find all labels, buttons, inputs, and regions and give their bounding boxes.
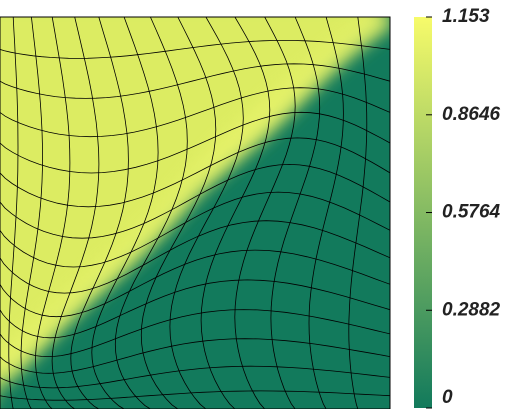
mesh-line xyxy=(0,111,390,174)
mesh-line xyxy=(0,309,390,358)
mesh-line xyxy=(270,17,321,409)
mesh-line xyxy=(51,17,100,409)
mesh-line xyxy=(140,17,217,409)
mesh-line xyxy=(91,17,159,409)
mesh-line xyxy=(348,17,368,409)
mesh-line xyxy=(0,365,390,389)
colorbar-ticks: 0 0.2882 0.5764 0.8646 1.153 xyxy=(426,6,501,409)
mesh-line xyxy=(0,249,390,318)
mesh-line xyxy=(0,137,390,208)
colorbar-tick-label: 0.5764 xyxy=(442,202,501,223)
mesh xyxy=(0,17,390,409)
mesh-line xyxy=(169,17,244,409)
mesh-line xyxy=(0,163,390,239)
mesh-line xyxy=(0,220,390,294)
field-band xyxy=(0,17,390,385)
mesh-line xyxy=(0,191,390,268)
mesh-line xyxy=(8,17,19,409)
mesh-line xyxy=(114,17,188,409)
mesh-line xyxy=(0,87,390,138)
field xyxy=(0,17,390,409)
mesh-line xyxy=(234,17,296,409)
colorbar-tick-label: 0.2882 xyxy=(442,299,501,320)
mesh-line xyxy=(0,279,390,339)
mesh-line xyxy=(0,390,390,401)
colorbar-tick-label: 1.153 xyxy=(442,6,490,27)
mesh-line xyxy=(200,17,271,409)
mesh-line xyxy=(0,39,390,59)
colorbar-tick-label: 0 xyxy=(442,387,453,408)
mesh-line xyxy=(70,17,129,409)
mesh-line xyxy=(20,17,44,409)
mesh-line xyxy=(35,17,71,409)
mesh-line xyxy=(308,17,344,409)
mesh-line xyxy=(0,338,390,374)
field-high xyxy=(0,17,390,385)
colorbar-tick-label: 0.8646 xyxy=(442,104,501,125)
mesh-line xyxy=(0,63,390,99)
